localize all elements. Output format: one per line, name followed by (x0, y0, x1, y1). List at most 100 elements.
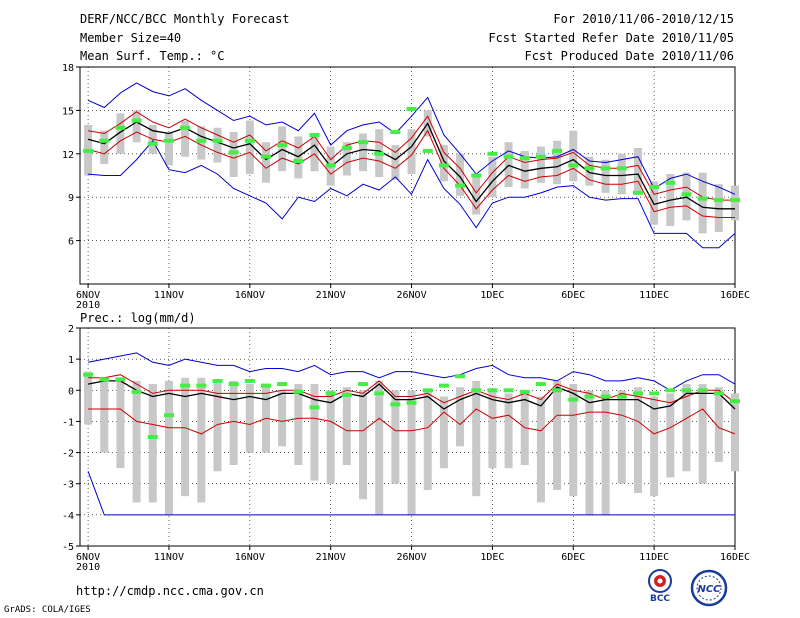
prec-ensemble-box (229, 380, 238, 466)
temp-ensemble-box (439, 145, 448, 182)
temp-observed-mark (228, 150, 239, 155)
prec-ensemble-box (504, 393, 513, 469)
temp-ytick-label: 6 (68, 237, 74, 248)
prec-observed-mark (131, 389, 142, 394)
temp-xtick-year: 2010 (76, 300, 100, 311)
temp-ensemble-box (342, 142, 351, 176)
temp-observed-mark (309, 132, 320, 137)
forecast-period: For 2010/11/06-2010/12/15 (553, 12, 734, 26)
temp-ensemble-box (164, 132, 173, 166)
prec-ensemble-box (213, 380, 222, 472)
prec-observed-mark (503, 388, 514, 393)
prec-observed-mark (616, 394, 627, 399)
prec-ensemble-box (666, 393, 675, 478)
temp-ensemble-box (100, 130, 109, 164)
temp-observed-mark (131, 118, 142, 123)
prec-ensemble-box (585, 390, 594, 515)
prec-observed-mark (455, 374, 466, 379)
temp-observed-mark (697, 196, 708, 201)
prec-xtick-label: 11NOV (154, 552, 184, 563)
precip-panel-title: Prec.: log(mm/d) (80, 311, 196, 325)
prec-ensemble-box (682, 384, 691, 472)
temp-observed-mark (616, 166, 627, 171)
prec-xtick-label: 16DEC (720, 552, 750, 563)
prec-ensemble-box (181, 377, 190, 497)
prec-ytick-label: -2 (62, 449, 74, 460)
temp-observed-mark (665, 180, 676, 185)
temp-observed-mark (600, 166, 611, 171)
bcc-logo-text: BCC (650, 594, 670, 604)
temp-ensemble-box (520, 150, 529, 189)
temp-ensemble-box (132, 110, 141, 143)
temp-ensemble-box (569, 130, 578, 182)
prec-ensemble-box (569, 384, 578, 497)
prec-xtick-label: 6NOV (76, 552, 100, 563)
prec-xtick-label: 16NOV (235, 552, 265, 563)
prec-observed-mark (180, 383, 191, 388)
prec-observed-mark (212, 378, 223, 383)
prec-observed-mark (83, 372, 94, 377)
prec-observed-mark (293, 389, 304, 394)
prec-ytick-label: 0 (68, 386, 74, 397)
temp-observed-mark (713, 198, 724, 203)
prec-observed-mark (99, 377, 110, 382)
temp-observed-mark (260, 154, 271, 159)
prec-xtick-year: 2010 (76, 562, 100, 573)
temp-ytick-label: 9 (68, 193, 74, 204)
temp-ensemble-box (633, 148, 642, 192)
temp-ensemble-box (536, 146, 545, 183)
temp-observed-mark (163, 138, 174, 143)
member-size: Member Size=40 (80, 31, 182, 45)
temp-observed-mark (277, 143, 288, 148)
prec-ensemble-box (536, 396, 545, 503)
temp-xtick-label: 6NOV (76, 290, 100, 301)
prec-observed-mark (228, 382, 239, 387)
temp-ensemble-box (359, 133, 368, 172)
prec-ensemble-box (116, 377, 125, 469)
prec-observed-mark (632, 391, 643, 396)
prec-observed-mark (374, 391, 385, 396)
prec-ensemble-box (148, 384, 157, 503)
prec-observed-mark (325, 391, 336, 396)
temp-observed-mark (455, 183, 466, 188)
temp-ensemble-box (553, 140, 562, 185)
temp-spread-high-line (88, 111, 735, 201)
temp-xtick-label: 1DEC (480, 290, 504, 301)
temp-observed-mark (180, 125, 191, 130)
prec-ensemble-box (132, 380, 141, 503)
temp-ensemble-box (116, 113, 125, 154)
temp-observed-mark (390, 130, 401, 135)
prec-observed-mark (552, 388, 563, 393)
temp-observed-mark (244, 138, 255, 143)
prec-mean-line (87, 380, 736, 410)
temp-observed-mark (632, 190, 643, 195)
prec-observed-mark (471, 388, 482, 393)
temp-xtick-label: 11NOV (154, 290, 184, 301)
temp-min-line (88, 139, 736, 249)
prec-observed-mark (341, 392, 352, 397)
forecast-title: DERF/NCC/BCC Monthly Forecast (80, 12, 290, 26)
temp-ensemble-box (456, 153, 465, 196)
temp-ensemble-box (407, 129, 416, 175)
start-date: Fcst Started Refer Date 2010/11/05 (488, 31, 734, 45)
prec-xtick-label: 11DEC (639, 552, 669, 563)
temp-observed-mark (552, 148, 563, 153)
temp-observed-mark (568, 163, 579, 168)
temp-ensemble-box (261, 142, 270, 183)
temp-observed-mark (406, 106, 417, 111)
prec-observed-mark (244, 378, 255, 383)
prec-observed-mark (681, 388, 692, 393)
temp-xtick-label: 16NOV (235, 290, 265, 301)
temp-observed-mark (681, 192, 692, 197)
prec-ensemble-box (84, 371, 93, 425)
prec-ensemble-box (488, 390, 497, 469)
prec-ensemble-box (245, 384, 254, 453)
temp-ensemble-box (698, 172, 707, 234)
temp-observed-mark (422, 148, 433, 153)
prec-xtick-label: 26NOV (396, 552, 426, 563)
source-url[interactable]: http://cmdp.ncc.cma.gov.cn (76, 584, 264, 598)
prec-observed-mark (260, 383, 271, 388)
prec-ensemble-box (714, 387, 723, 462)
temp-ensemble-box (245, 120, 254, 175)
